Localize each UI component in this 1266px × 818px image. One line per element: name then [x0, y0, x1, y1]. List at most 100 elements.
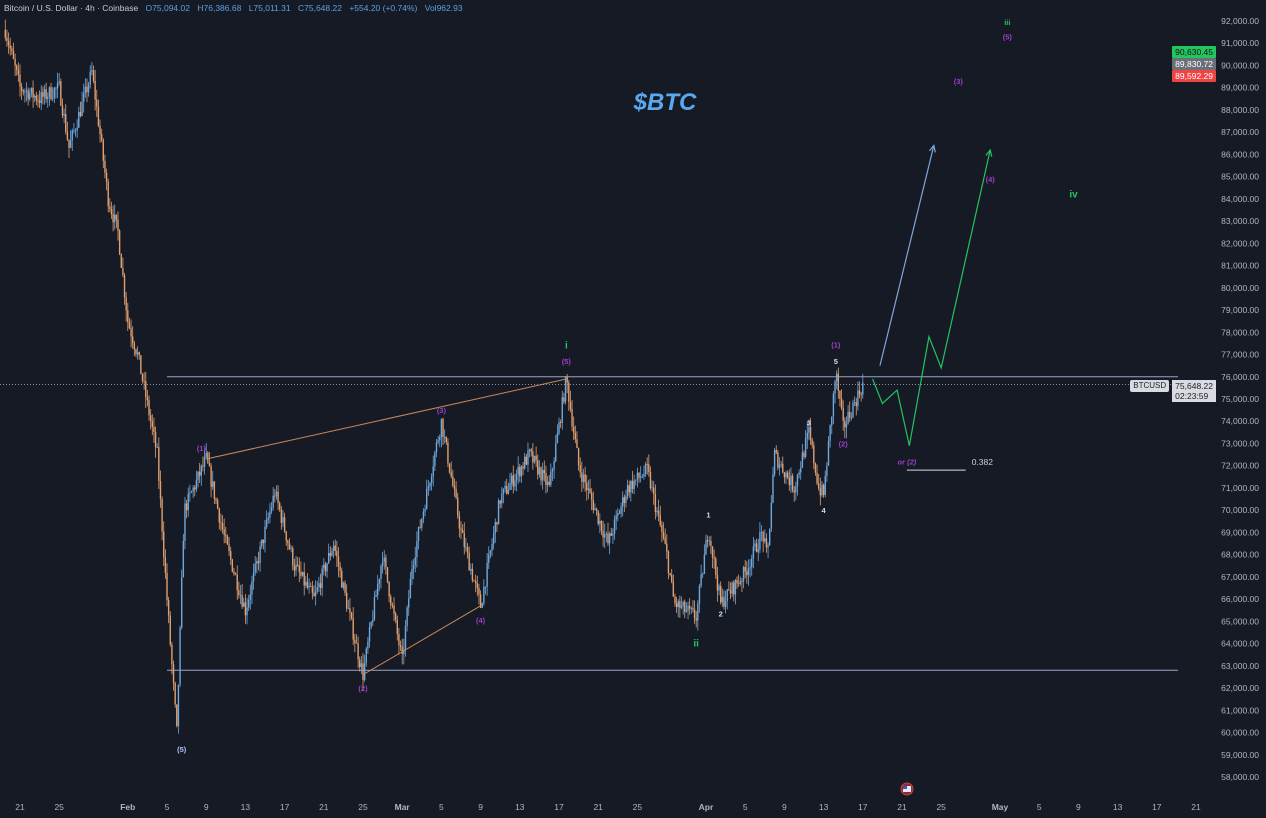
candle-body [786, 472, 789, 478]
candle-body [40, 92, 42, 103]
wave-label: (5) [562, 357, 572, 366]
candle-body [844, 420, 846, 428]
candle-body [51, 97, 54, 99]
symbol-title[interactable]: Bitcoin / U.S. Dollar · 4h · Coinbase [4, 3, 139, 13]
wave-label: iii [1004, 18, 1010, 27]
candle-body [313, 592, 315, 597]
candle-body [76, 127, 78, 131]
candle-body [537, 460, 539, 475]
candle-body [754, 543, 756, 547]
price-tick: 89,000.00 [1221, 83, 1259, 93]
candle-body [81, 101, 83, 117]
candle-body [595, 508, 598, 511]
time-tick: 9 [782, 802, 787, 812]
candle-body [600, 520, 603, 531]
price-tick: 67,000.00 [1221, 572, 1259, 582]
candle-body [483, 586, 485, 604]
candle-body [424, 509, 426, 512]
price-tick: 91,000.00 [1221, 38, 1259, 48]
candle-body [350, 612, 353, 618]
wedge-trendline[interactable] [206, 378, 567, 460]
candle-body [765, 538, 768, 548]
time-tick: 5 [439, 802, 444, 812]
candle-body [479, 594, 482, 608]
candle-body [69, 140, 72, 148]
candle-body [306, 581, 309, 588]
fib-level-label: 0.382 [972, 457, 994, 467]
candle-body [429, 483, 431, 487]
candle-body [437, 440, 439, 443]
time-tick: 9 [1076, 802, 1081, 812]
candle-body [373, 596, 376, 620]
time-tick: 9 [478, 802, 483, 812]
candle-body [269, 511, 271, 518]
candle-body [522, 466, 524, 469]
candle-body [543, 470, 545, 474]
candle-body [74, 130, 77, 132]
candle-body [225, 534, 227, 537]
candle-body [728, 589, 730, 591]
candle-body [208, 462, 211, 467]
last-price-group: BTCUSD 75,648.22 02:23:59 [1130, 380, 1216, 402]
candle-body [87, 84, 90, 93]
candle-body [548, 481, 550, 485]
candle-body [388, 581, 390, 597]
candle-body [618, 513, 621, 514]
candle-body [497, 500, 500, 525]
candle-body [525, 456, 528, 465]
candle-body [581, 472, 583, 482]
candle-body [96, 99, 98, 107]
wave-label: (5) [177, 745, 187, 754]
candle-body [56, 82, 59, 89]
bar-countdown: 02:23:59 [1175, 391, 1209, 401]
price-tick: 85,000.00 [1221, 172, 1259, 182]
candle-body [605, 533, 608, 535]
candle-body [749, 567, 751, 569]
candle-body [721, 596, 724, 603]
candle-body [123, 275, 126, 298]
candle-body [166, 572, 168, 601]
candle-body [800, 467, 802, 473]
candle-body [34, 95, 36, 98]
candle-body [367, 641, 369, 649]
projection-path[interactable] [872, 149, 991, 446]
candle-body [785, 472, 787, 478]
candle-body [804, 438, 807, 457]
candle-body [16, 65, 18, 71]
ohlc-open: O75,094.02 [145, 3, 190, 13]
candle-body [368, 627, 371, 642]
candle-body [736, 579, 738, 584]
price-tick: 60,000.00 [1221, 728, 1259, 738]
candle-body [475, 580, 477, 584]
candle-body [200, 465, 202, 476]
candle-body [195, 479, 198, 490]
candle-body [685, 610, 688, 612]
candle-body [97, 106, 100, 126]
us-flag-event-icon[interactable] [900, 782, 914, 796]
wedge-trendline[interactable] [362, 605, 481, 676]
time-tick: 13 [241, 802, 251, 812]
price-tick: 80,000.00 [1221, 283, 1259, 293]
candle-body [4, 29, 6, 38]
candle-body [770, 502, 773, 529]
wave-label: (3) [954, 77, 964, 86]
candle-body [117, 219, 119, 231]
candle-body [293, 565, 296, 571]
candle-body [164, 557, 167, 573]
wave-label: (3) [437, 406, 447, 415]
projection-path[interactable] [879, 145, 935, 366]
candle-body [318, 583, 320, 588]
time-tick: 5 [743, 802, 748, 812]
candle-body [568, 382, 570, 402]
candle-body [58, 81, 60, 83]
candle-body [646, 464, 648, 465]
candle-body [184, 503, 186, 541]
candle-body [457, 497, 459, 516]
price-tick: 78,000.00 [1221, 327, 1259, 337]
candle-body [684, 601, 686, 612]
candle-body [280, 509, 283, 523]
candle-body [259, 546, 261, 564]
price-tick: 77,000.00 [1221, 350, 1259, 360]
candle-body [481, 603, 483, 608]
